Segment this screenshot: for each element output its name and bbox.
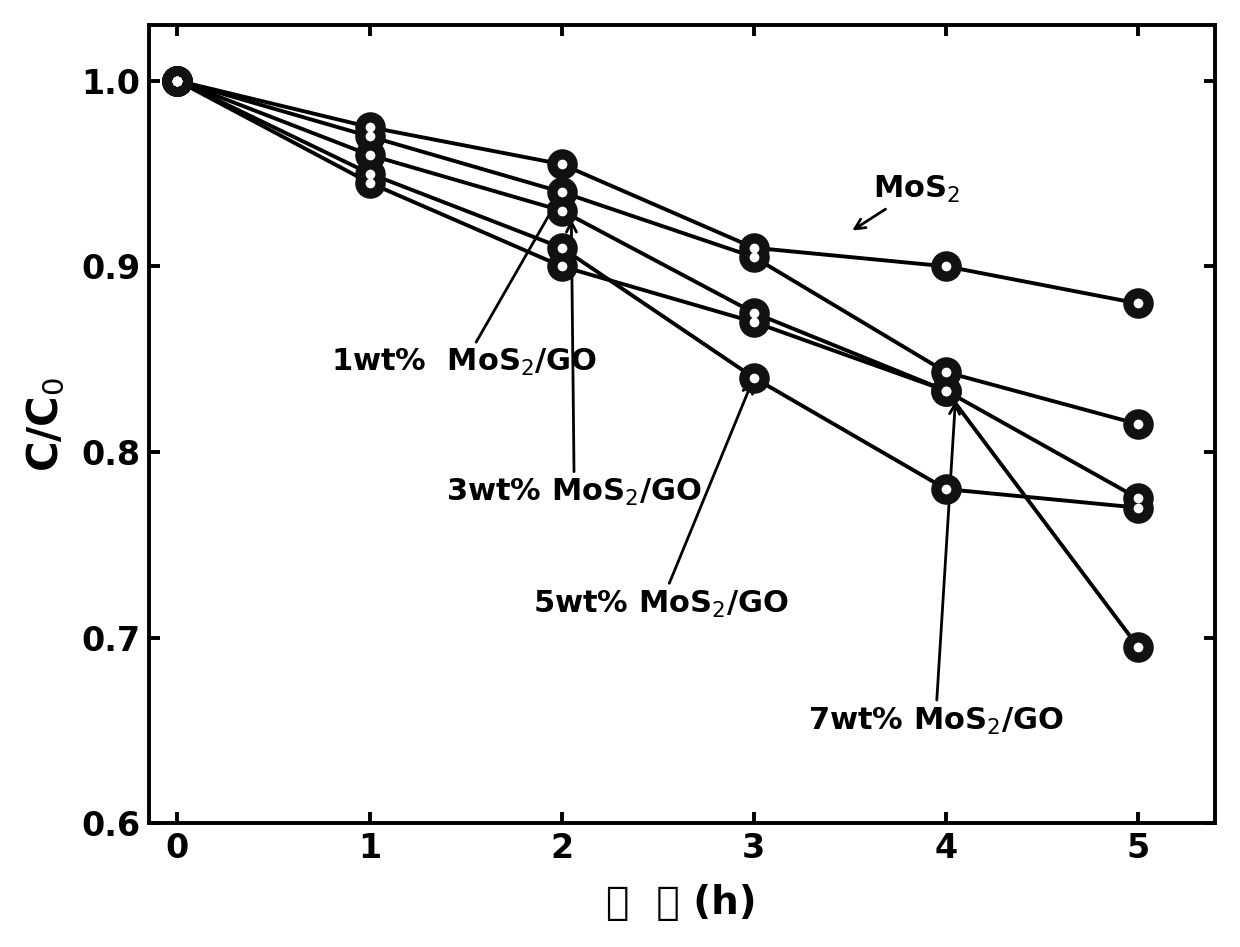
Y-axis label: C/C$_0$: C/C$_0$ (25, 377, 67, 472)
Text: 5wt% MoS$_2$/GO: 5wt% MoS$_2$/GO (533, 384, 789, 619)
Text: 1wt%  MoS$_2$/GO: 1wt% MoS$_2$/GO (331, 198, 598, 379)
Text: 7wt% MoS$_2$/GO: 7wt% MoS$_2$/GO (807, 404, 1064, 737)
Text: 3wt% MoS$_2$/GO: 3wt% MoS$_2$/GO (446, 223, 702, 509)
Text: MoS$_2$: MoS$_2$ (854, 173, 960, 229)
X-axis label: 时  间 (h): 时 间 (h) (606, 884, 758, 922)
